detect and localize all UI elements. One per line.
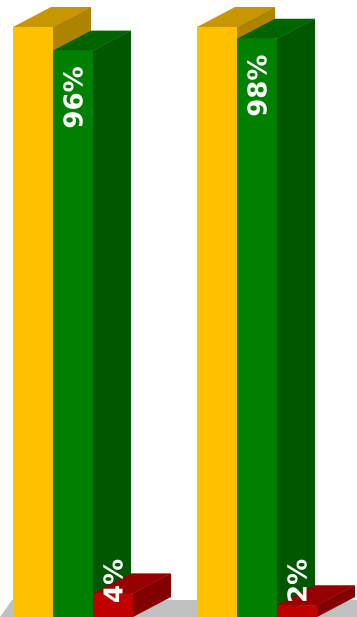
bar-front-face (237, 38, 277, 617)
bar-side-face (277, 18, 315, 617)
bar-top-face (197, 7, 275, 27)
bar-2-2: 98% (237, 18, 315, 617)
bar-top-face (237, 18, 315, 39)
bars-layer: 96% 4% 98% 2% (13, 7, 355, 617)
data-label: 96% (60, 66, 90, 128)
bar-top-face (93, 573, 171, 594)
bar-front-face (53, 50, 93, 617)
bar-front-face (277, 605, 317, 617)
bar-front-face (197, 27, 237, 617)
bar-top-face (13, 7, 91, 27)
bar-1-3: 4% (93, 559, 171, 617)
data-label: 2% (284, 559, 314, 603)
data-label: 4% (100, 559, 130, 603)
bar-side-face (93, 30, 131, 617)
bar-group-1: 96% 4% (13, 7, 171, 617)
bar-side-face (133, 573, 171, 617)
bar-top-face (277, 585, 355, 606)
bar-top-face (53, 30, 131, 51)
bar-2-3: 2% (277, 559, 355, 617)
data-label: 98% (244, 55, 274, 117)
bar-front-face (93, 593, 133, 617)
bar-front-face (13, 27, 53, 617)
bar-side-face (317, 585, 355, 617)
bar-group-2: 98% 2% (197, 7, 355, 617)
bar-1-2: 96% (53, 30, 131, 617)
